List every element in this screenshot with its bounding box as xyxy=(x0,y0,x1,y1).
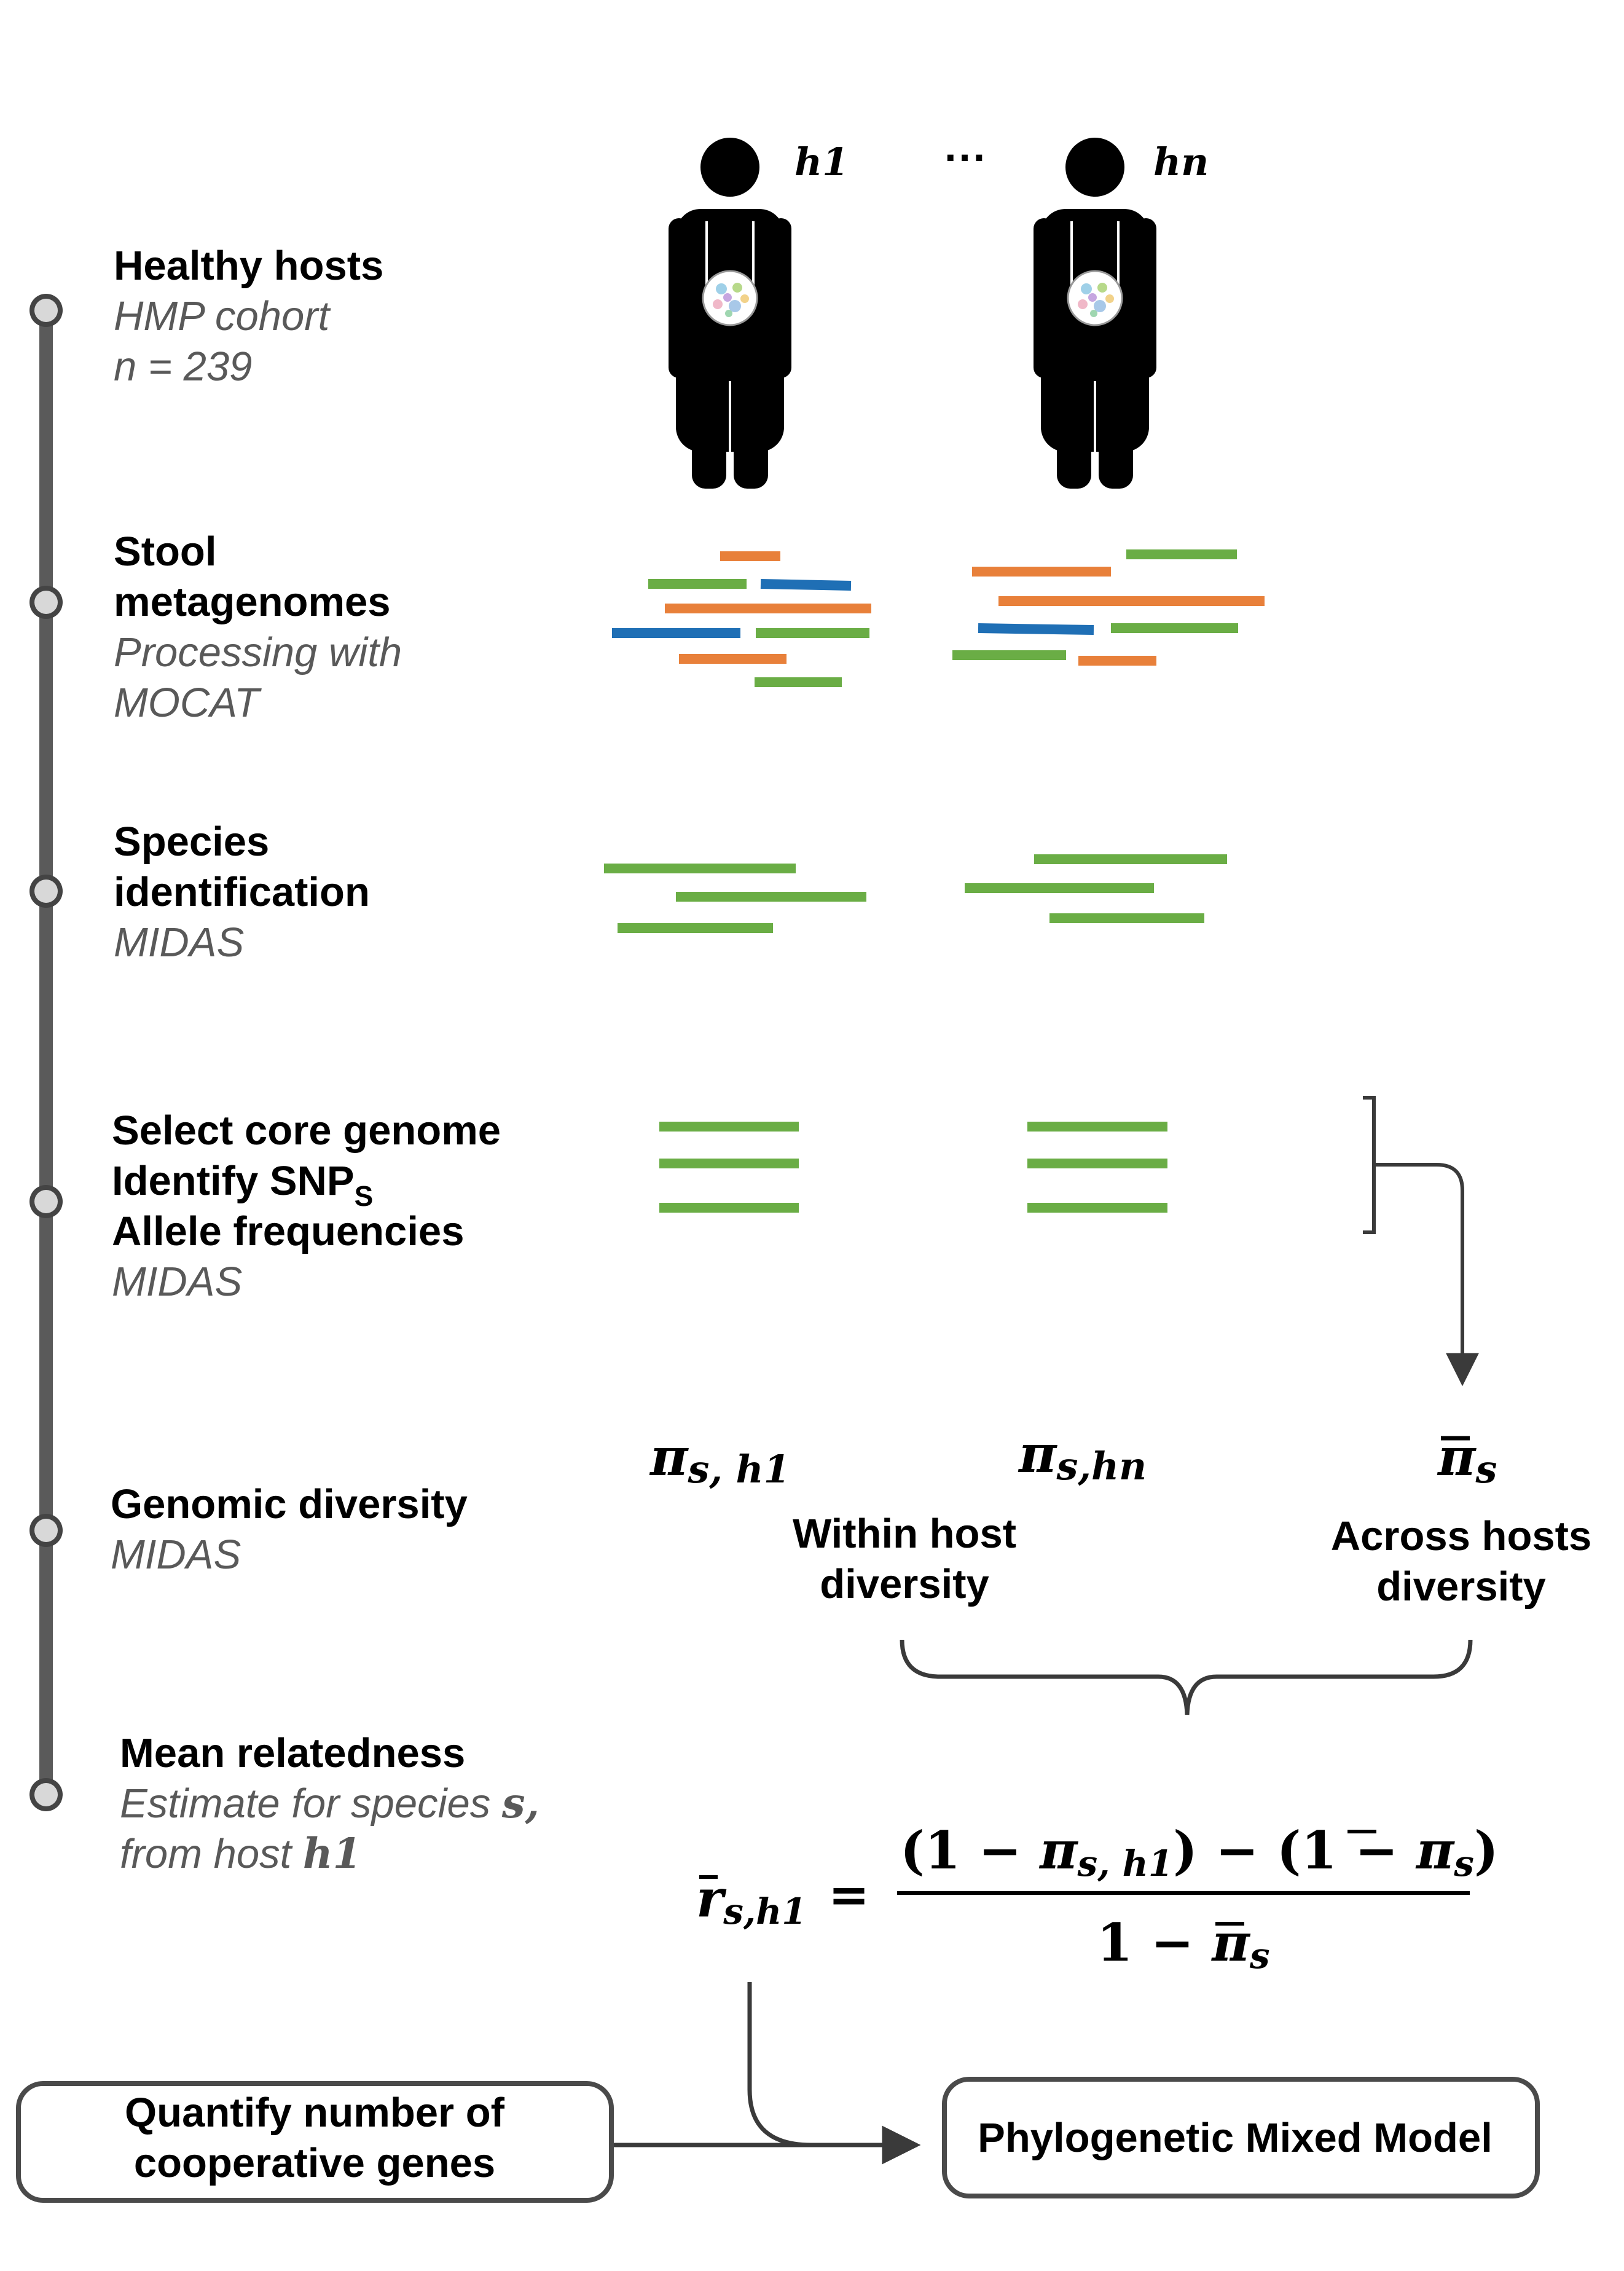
box-label: Phylogenetic Mixed Model xyxy=(978,2115,1493,2161)
step-subtitle: MIDAS xyxy=(114,919,244,966)
pi-subscript: s xyxy=(1249,1935,1270,1977)
core-genome-h1 xyxy=(659,1122,799,1213)
box-label: cooperative genes xyxy=(134,2140,495,2186)
step-subtitle: from host h1 xyxy=(120,1829,361,1878)
svg-text:πs,hn: πs,hn xyxy=(1018,1423,1147,1489)
species-var: s, xyxy=(501,1779,539,1827)
timeline-node xyxy=(29,1514,63,1547)
timeline-node xyxy=(29,875,63,908)
within-host-label: diversity xyxy=(820,1561,989,1607)
pi-subscript: s xyxy=(1453,1843,1474,1884)
pi-symbol: π xyxy=(1437,1427,1477,1487)
timeline-node xyxy=(29,294,63,327)
pooling-connector xyxy=(1363,1096,1479,1387)
step-genomic-diversity: Genomic diversity MIDAS xyxy=(111,1481,468,1578)
formula-lhs: rs,h1 xyxy=(696,1868,807,1932)
relatedness-formula: rs,h1 = (1 − πs, h1) − (1 − πs) 1 − πs xyxy=(696,1820,1499,1977)
box-label: Quantify number of xyxy=(125,2090,505,2136)
step-title: Allele frequencies xyxy=(112,1208,464,1254)
pi-within-hn: πs,hn xyxy=(1018,1423,1147,1489)
pi-across-hosts: πs xyxy=(1437,1427,1497,1492)
step-species-identification: Species identification MIDAS xyxy=(114,819,370,966)
step-title: Select core genome xyxy=(112,1108,501,1154)
formula-to-model-arrow xyxy=(747,1982,921,2165)
formula-numerator: (1 − πs, h1) − (1 − πs) xyxy=(900,1820,1499,1884)
host-label-hn: hn xyxy=(1153,140,1209,184)
step-title: Species xyxy=(114,819,269,865)
host-label-h1: h1 xyxy=(794,140,849,184)
step-mean-relatedness: Mean relatedness Estimate for species s,… xyxy=(120,1730,539,1878)
step-title-snp: Identify SNP xyxy=(112,1158,355,1204)
species-reads-hn xyxy=(965,854,1227,923)
timeline-node xyxy=(29,1185,63,1218)
step-subtitle: MOCAT xyxy=(114,680,262,726)
step-subtitle: Processing with xyxy=(114,629,402,675)
pi-symbol: π xyxy=(1018,1423,1057,1484)
across-hosts-label: Across hosts xyxy=(1331,1513,1591,1559)
diversity-brace xyxy=(900,1639,1473,1715)
species-reads-h1 xyxy=(604,864,866,933)
step-core-genome: Select core genome Identify SNPS Allele … xyxy=(112,1108,501,1305)
pi-symbol: π xyxy=(649,1427,689,1487)
step-subtitle: MIDAS xyxy=(111,1532,241,1578)
microbiome-icon xyxy=(702,270,758,326)
cooperative-genes-box: Quantify number of cooperative genes xyxy=(16,2081,614,2203)
read-segment xyxy=(760,579,852,591)
metagenome-reads-h1 xyxy=(612,551,871,687)
step-title: metagenomes xyxy=(114,579,391,625)
timeline xyxy=(29,294,63,1811)
step-title: Healthy hosts xyxy=(114,243,383,289)
across-hosts-label: diversity xyxy=(1376,1564,1546,1610)
step-title: Stool xyxy=(114,529,216,575)
person-icon xyxy=(669,138,791,489)
svg-text:πs: πs xyxy=(1437,1427,1497,1492)
step-subtitle: Estimate for species s, xyxy=(120,1779,539,1827)
pi-symbol: π xyxy=(1415,1820,1455,1881)
read-segment xyxy=(978,623,1094,635)
step-subtitle-text: from host xyxy=(120,1831,303,1877)
svg-text:πs, h1: πs, h1 xyxy=(649,1427,790,1492)
pi-subscript: s, h1 xyxy=(687,1447,790,1492)
hosts-ellipsis: ··· xyxy=(944,133,987,181)
host-figure-h1: h1 xyxy=(669,138,849,489)
pi-subscript: s, h1 xyxy=(1077,1843,1174,1884)
pi-symbol: π xyxy=(1210,1912,1250,1973)
pi-subscript: s,hn xyxy=(1056,1444,1147,1489)
lhs-var: r xyxy=(696,1868,727,1929)
step-subtitle: MIDAS xyxy=(112,1259,242,1305)
step-title: Identify SNPS xyxy=(112,1158,373,1212)
pi-symbol: π xyxy=(1038,1820,1078,1881)
step-healthy-hosts: Healthy hosts HMP cohort n = 239 xyxy=(114,243,383,390)
step-stool-metagenomes: Stool metagenomes Processing with MOCAT xyxy=(114,529,402,726)
step-title: Mean relatedness xyxy=(120,1730,465,1776)
step-title: Genomic diversity xyxy=(111,1481,468,1527)
host-figure-hn: hn xyxy=(1034,138,1209,489)
lhs-subscript: s,h1 xyxy=(723,1891,806,1932)
person-icon xyxy=(1034,138,1156,489)
snp-subscript: S xyxy=(355,1180,374,1212)
step-title: identification xyxy=(114,869,370,915)
pi-subscript: s xyxy=(1475,1447,1497,1492)
core-bracket xyxy=(1363,1096,1376,1234)
core-genome-hn xyxy=(1027,1122,1167,1213)
metagenome-reads-hn xyxy=(952,549,1265,666)
pool-arrow xyxy=(1374,1163,1479,1387)
formula-denominator: 1 − πs xyxy=(1097,1912,1269,1977)
step-subtitle: n = 239 xyxy=(114,344,252,390)
step-subtitle: HMP cohort xyxy=(114,293,331,339)
microbiome-icon xyxy=(1067,270,1123,326)
host-var: h1 xyxy=(303,1829,361,1878)
formula-equals: = xyxy=(828,1865,869,1923)
within-host-label: Within host xyxy=(793,1511,1016,1557)
timeline-node xyxy=(29,586,63,619)
pi-within-h1: πs, h1 xyxy=(649,1427,790,1492)
phylogenetic-model-box: Phylogenetic Mixed Model xyxy=(942,2077,1540,2198)
step-subtitle-text: Estimate for species xyxy=(120,1781,502,1827)
bottom-connectors xyxy=(611,1982,921,2165)
timeline-node xyxy=(29,1778,63,1811)
